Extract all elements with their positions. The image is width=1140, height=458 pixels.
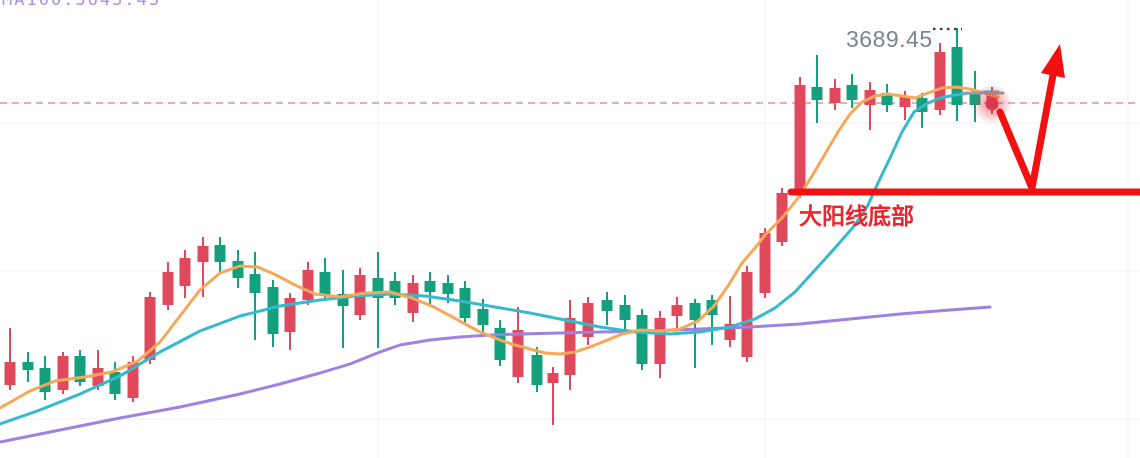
candle-body	[951, 47, 963, 105]
candle-body	[619, 305, 631, 320]
candle-body	[92, 368, 104, 386]
candle-body	[214, 245, 226, 262]
candle-body	[57, 356, 69, 390]
candle-body	[319, 272, 331, 295]
candle-body	[424, 281, 436, 292]
candle-body	[916, 98, 928, 112]
red-v-arrow-head	[1041, 44, 1065, 78]
candle-body	[794, 85, 806, 195]
candle-body	[39, 368, 51, 392]
candle-body	[811, 87, 823, 100]
candle-body	[671, 305, 683, 316]
candle-body	[531, 355, 543, 385]
candle-body	[759, 233, 771, 293]
candle-body	[109, 372, 121, 394]
candle-body	[829, 88, 841, 103]
candle-body	[846, 85, 858, 100]
candle-body	[494, 328, 506, 360]
candle-body	[741, 272, 753, 357]
candle-body	[127, 362, 139, 398]
candle-body	[724, 324, 736, 340]
candle-body	[654, 318, 666, 364]
candle-body	[249, 274, 261, 293]
annotation-text: 大阳线底部	[799, 203, 914, 230]
candle-body	[144, 297, 156, 360]
candle-body	[389, 281, 401, 298]
red-v-arrow-shaft	[996, 71, 1057, 192]
candle-body	[564, 318, 576, 375]
candle-body	[689, 303, 701, 320]
ma-line-cyan	[0, 90, 1000, 426]
candle-body	[179, 258, 191, 286]
candle-body	[162, 272, 174, 305]
candle-body	[442, 283, 454, 294]
candle-body	[477, 309, 489, 325]
ma-line-purple	[0, 305, 992, 444]
price-high-label: 3689.45	[846, 26, 933, 52]
candle-body	[636, 315, 648, 364]
candle-body	[899, 97, 911, 107]
candle-body	[881, 93, 893, 105]
candle-body	[22, 362, 34, 370]
candle-body	[197, 246, 209, 262]
candle-body	[267, 287, 279, 334]
candle-body	[547, 373, 559, 383]
ma-line-orange	[0, 85, 1000, 410]
glow-dot	[985, 97, 999, 111]
candle-body	[582, 303, 594, 337]
candle-body	[337, 294, 349, 306]
candle-body	[302, 270, 314, 300]
candle-body	[934, 52, 946, 110]
candle-body	[601, 300, 613, 311]
candle-body	[74, 356, 86, 382]
candle-body	[512, 330, 524, 377]
candle-body	[372, 278, 384, 298]
ma100-indicator-label: MA100:3643.43	[2, 0, 162, 10]
candle-body	[284, 298, 296, 332]
candle-body	[4, 362, 16, 385]
candle-body	[232, 261, 244, 278]
